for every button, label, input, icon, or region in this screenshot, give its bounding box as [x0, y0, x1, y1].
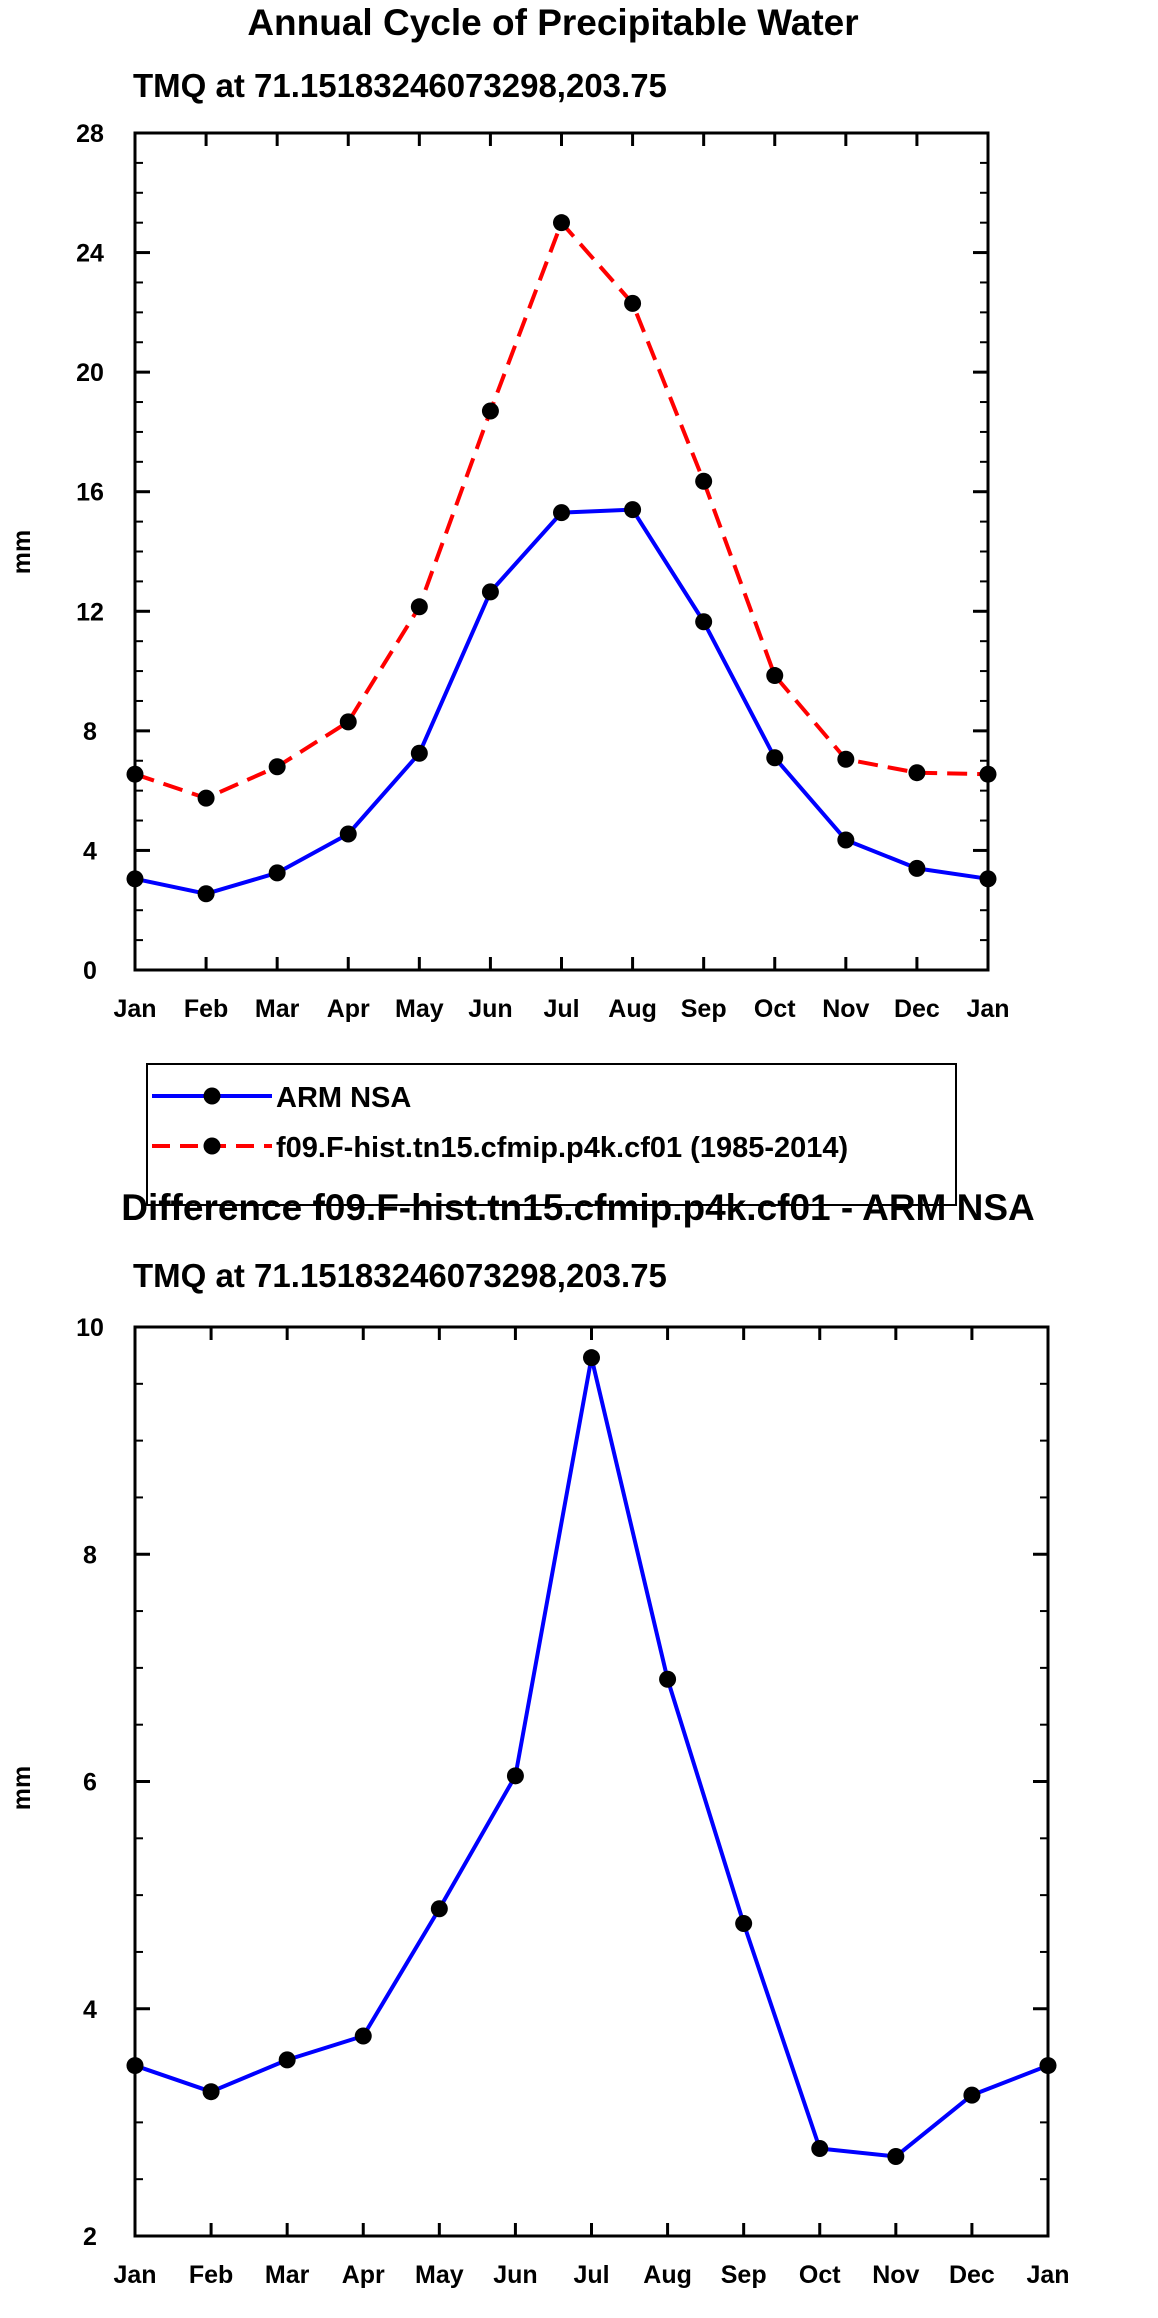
legend-marker-arm-nsa — [203, 1087, 221, 1105]
x-tick-label: Jan — [113, 995, 156, 1023]
difference-chart: Difference f09.F-hist.tn15.cfmip.p4k.cf0… — [8, 1187, 1070, 2289]
x-tick-label: Apr — [327, 995, 370, 1023]
x-tick-label: Aug — [643, 2261, 692, 2289]
y-tick-label: 10 — [76, 1314, 104, 1342]
series-line-arm-nsa — [134, 507, 989, 896]
data-point — [506, 1767, 524, 1785]
data-point — [659, 1670, 677, 1688]
x-tick-label: Oct — [754, 995, 796, 1023]
data-point — [811, 2140, 829, 2158]
data-point — [908, 859, 926, 877]
chart-title: Annual Cycle of Precipitable Water — [247, 2, 858, 43]
x-tick-label: Jan — [113, 2261, 156, 2289]
y-tick-label: 6 — [83, 1769, 97, 1797]
data-point — [430, 1900, 448, 1918]
data-point — [410, 598, 428, 616]
x-tick-label: Feb — [189, 2261, 233, 2289]
data-point — [766, 749, 784, 767]
chart-title: Difference f09.F-hist.tn15.cfmip.p4k.cf0… — [121, 1187, 1035, 1228]
data-point — [766, 667, 784, 685]
legend-marker-model — [203, 1137, 221, 1155]
data-point — [197, 885, 215, 903]
x-tick-label: Jul — [573, 2261, 609, 2289]
x-tick-label: Oct — [799, 2261, 841, 2289]
y-tick-label: 20 — [76, 359, 104, 387]
chart-subtitle: TMQ at 71.15183246073298,203.75 — [133, 67, 667, 104]
y-tick-label: 12 — [76, 598, 104, 626]
data-point — [481, 583, 499, 601]
x-tick-label: Dec — [894, 995, 940, 1023]
data-point — [197, 789, 215, 807]
data-point — [963, 2086, 981, 2104]
y-tick-label: 0 — [83, 957, 97, 985]
data-point — [202, 2083, 220, 2101]
x-tick-label: Jan — [966, 995, 1009, 1023]
data-point — [481, 402, 499, 420]
x-tick-label: Jan — [1026, 2261, 1069, 2289]
data-point — [695, 472, 713, 490]
x-tick-label: Apr — [342, 2261, 385, 2289]
legend-label-arm-nsa: ARM NSA — [276, 1082, 411, 1114]
x-tick-label: May — [395, 995, 444, 1023]
legend-entry-model: f09.F-hist.tn15.cfmip.p4k.cf01 (1985-201… — [152, 1132, 848, 1164]
x-tick-label: Nov — [822, 995, 869, 1023]
plot-frame — [133, 1325, 1050, 2238]
y-tick-label: 28 — [76, 120, 104, 148]
x-tick-label: Mar — [265, 2261, 310, 2289]
x-tick-label: May — [415, 2261, 464, 2289]
x-tick-label: Aug — [608, 995, 657, 1023]
y-tick-label: 4 — [83, 837, 97, 865]
x-tick-label: Dec — [949, 2261, 995, 2289]
x-tick-label: Nov — [872, 2261, 919, 2289]
data-point — [553, 214, 570, 232]
legend-entry-arm-nsa: ARM NSA — [152, 1082, 411, 1114]
data-point — [887, 2147, 905, 2165]
data-point — [553, 504, 570, 522]
x-tick-label: Mar — [255, 995, 300, 1023]
data-point — [339, 825, 357, 843]
y-tick-label: 4 — [83, 1996, 97, 2024]
data-point — [354, 2027, 372, 2045]
chart-subtitle: TMQ at 71.15183246073298,203.75 — [133, 1257, 667, 1294]
legend: ARM NSA f09.F-hist.tn15.cfmip.p4k.cf01 (… — [146, 1063, 957, 1206]
data-point — [624, 501, 642, 519]
x-tick-label: Feb — [184, 995, 228, 1023]
data-point — [837, 750, 855, 768]
data-point — [339, 713, 357, 731]
data-point — [695, 613, 713, 631]
data-point — [410, 744, 428, 762]
data-point — [268, 758, 286, 776]
y-tick-label: 16 — [76, 479, 104, 507]
x-tick-label: Sep — [721, 2261, 767, 2289]
y-tick-label: 8 — [83, 718, 97, 746]
x-tick-label: Jun — [493, 2261, 537, 2289]
data-point — [735, 1915, 753, 1933]
data-point — [278, 2051, 296, 2069]
y-tick-label: 24 — [76, 240, 104, 268]
y-tick-label: 8 — [83, 1541, 97, 1569]
data-point — [624, 294, 642, 312]
data-point — [268, 864, 286, 882]
series-line-difference — [134, 1355, 1049, 2159]
legend-box — [146, 1063, 957, 1206]
data-point — [908, 764, 926, 782]
y-tick-label: 2 — [83, 2223, 97, 2251]
data-point — [583, 1349, 600, 1367]
x-tick-label: Jul — [543, 995, 579, 1023]
annual-cycle-chart: Annual Cycle of Precipitable Water TMQ a… — [8, 2, 1010, 1023]
y-axis-label: mm — [8, 1766, 36, 1810]
legend-label-model: f09.F-hist.tn15.cfmip.p4k.cf01 (1985-201… — [276, 1132, 848, 1164]
data-point — [837, 831, 855, 849]
y-axis-label: mm — [8, 530, 36, 574]
x-tick-label: Jun — [468, 995, 512, 1023]
x-tick-label: Sep — [681, 995, 727, 1023]
